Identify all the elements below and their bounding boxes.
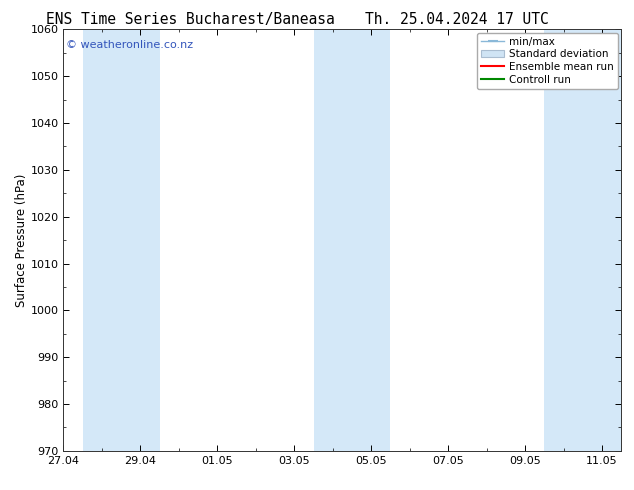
Bar [82,29,160,451]
Bar [545,29,621,451]
Y-axis label: Surface Pressure (hPa): Surface Pressure (hPa) [15,173,28,307]
Text: © weatheronline.co.nz: © weatheronline.co.nz [66,40,193,50]
Legend: min/max, Standard deviation, Ensemble mean run, Controll run: min/max, Standard deviation, Ensemble me… [477,32,618,89]
Text: ENS Time Series Bucharest/Baneasa: ENS Time Series Bucharest/Baneasa [46,12,335,27]
Text: Th. 25.04.2024 17 UTC: Th. 25.04.2024 17 UTC [365,12,548,27]
Bar [313,29,391,451]
